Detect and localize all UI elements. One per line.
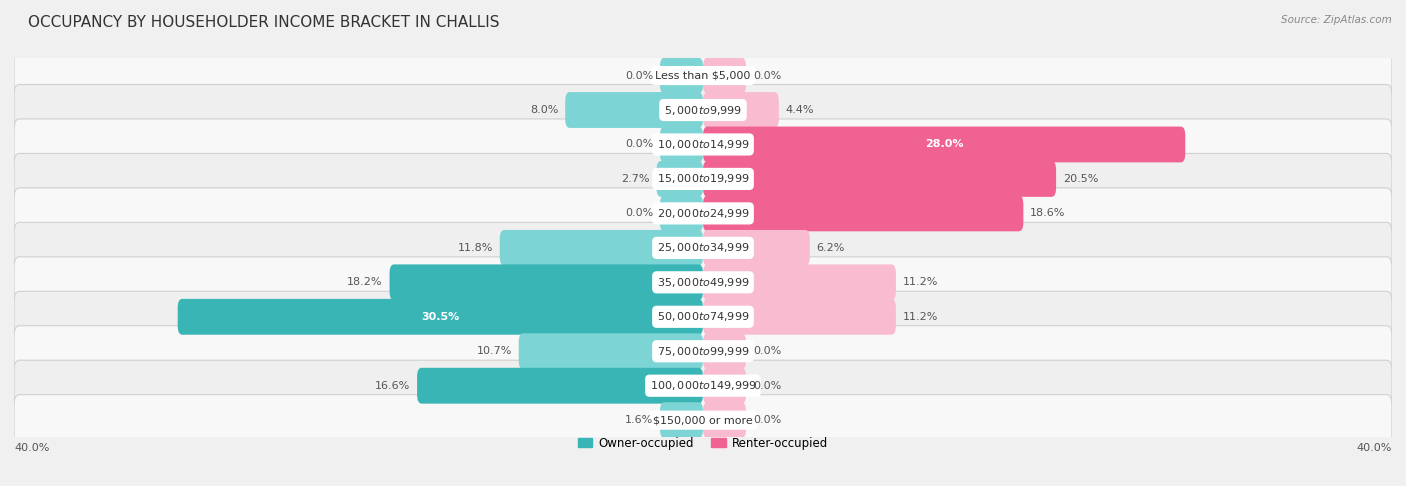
Text: 40.0%: 40.0% bbox=[1357, 443, 1392, 452]
FancyBboxPatch shape bbox=[703, 126, 1185, 162]
FancyBboxPatch shape bbox=[14, 50, 1392, 101]
Text: $5,000 to $9,999: $5,000 to $9,999 bbox=[664, 104, 742, 117]
Text: 16.6%: 16.6% bbox=[375, 381, 411, 391]
Text: $35,000 to $49,999: $35,000 to $49,999 bbox=[657, 276, 749, 289]
Text: 0.0%: 0.0% bbox=[754, 415, 782, 425]
Text: 18.2%: 18.2% bbox=[347, 278, 382, 287]
FancyBboxPatch shape bbox=[565, 92, 703, 128]
FancyBboxPatch shape bbox=[703, 299, 896, 335]
FancyBboxPatch shape bbox=[389, 264, 703, 300]
Text: 4.4%: 4.4% bbox=[786, 105, 814, 115]
FancyBboxPatch shape bbox=[519, 333, 703, 369]
Text: 0.0%: 0.0% bbox=[624, 208, 652, 218]
Text: 1.6%: 1.6% bbox=[624, 415, 652, 425]
Text: Source: ZipAtlas.com: Source: ZipAtlas.com bbox=[1281, 15, 1392, 25]
Text: 0.0%: 0.0% bbox=[754, 381, 782, 391]
Legend: Owner-occupied, Renter-occupied: Owner-occupied, Renter-occupied bbox=[574, 432, 832, 454]
Text: $25,000 to $34,999: $25,000 to $34,999 bbox=[657, 242, 749, 254]
Text: 10.7%: 10.7% bbox=[477, 346, 512, 356]
Text: $50,000 to $74,999: $50,000 to $74,999 bbox=[657, 310, 749, 323]
Text: 0.0%: 0.0% bbox=[754, 346, 782, 356]
FancyBboxPatch shape bbox=[703, 92, 779, 128]
Text: 0.0%: 0.0% bbox=[754, 70, 782, 81]
FancyBboxPatch shape bbox=[703, 58, 747, 93]
Text: 40.0%: 40.0% bbox=[14, 443, 49, 452]
FancyBboxPatch shape bbox=[14, 395, 1392, 446]
FancyBboxPatch shape bbox=[657, 161, 703, 197]
FancyBboxPatch shape bbox=[14, 257, 1392, 308]
Text: 6.2%: 6.2% bbox=[817, 243, 845, 253]
FancyBboxPatch shape bbox=[177, 299, 703, 335]
FancyBboxPatch shape bbox=[703, 402, 747, 438]
FancyBboxPatch shape bbox=[703, 333, 747, 369]
FancyBboxPatch shape bbox=[703, 195, 1024, 231]
Text: OCCUPANCY BY HOUSEHOLDER INCOME BRACKET IN CHALLIS: OCCUPANCY BY HOUSEHOLDER INCOME BRACKET … bbox=[28, 15, 499, 30]
Text: 2.7%: 2.7% bbox=[621, 174, 650, 184]
Text: 8.0%: 8.0% bbox=[530, 105, 558, 115]
FancyBboxPatch shape bbox=[659, 126, 703, 162]
FancyBboxPatch shape bbox=[14, 291, 1392, 342]
Text: 0.0%: 0.0% bbox=[624, 139, 652, 150]
Text: $150,000 or more: $150,000 or more bbox=[654, 415, 752, 425]
FancyBboxPatch shape bbox=[14, 360, 1392, 411]
FancyBboxPatch shape bbox=[14, 85, 1392, 136]
FancyBboxPatch shape bbox=[703, 161, 1056, 197]
FancyBboxPatch shape bbox=[703, 264, 896, 300]
Text: 11.2%: 11.2% bbox=[903, 278, 938, 287]
Text: 18.6%: 18.6% bbox=[1031, 208, 1066, 218]
Text: 11.2%: 11.2% bbox=[903, 312, 938, 322]
FancyBboxPatch shape bbox=[659, 402, 703, 438]
Text: Less than $5,000: Less than $5,000 bbox=[655, 70, 751, 81]
FancyBboxPatch shape bbox=[14, 119, 1392, 170]
Text: 28.0%: 28.0% bbox=[925, 139, 963, 150]
FancyBboxPatch shape bbox=[703, 230, 810, 266]
FancyBboxPatch shape bbox=[14, 326, 1392, 377]
Text: $15,000 to $19,999: $15,000 to $19,999 bbox=[657, 173, 749, 186]
Text: $100,000 to $149,999: $100,000 to $149,999 bbox=[650, 379, 756, 392]
FancyBboxPatch shape bbox=[659, 58, 703, 93]
FancyBboxPatch shape bbox=[14, 154, 1392, 205]
FancyBboxPatch shape bbox=[418, 368, 703, 404]
FancyBboxPatch shape bbox=[14, 223, 1392, 273]
FancyBboxPatch shape bbox=[703, 368, 747, 404]
Text: $10,000 to $14,999: $10,000 to $14,999 bbox=[657, 138, 749, 151]
Text: 30.5%: 30.5% bbox=[422, 312, 460, 322]
Text: 20.5%: 20.5% bbox=[1063, 174, 1098, 184]
FancyBboxPatch shape bbox=[14, 188, 1392, 239]
Text: $75,000 to $99,999: $75,000 to $99,999 bbox=[657, 345, 749, 358]
Text: $20,000 to $24,999: $20,000 to $24,999 bbox=[657, 207, 749, 220]
Text: 11.8%: 11.8% bbox=[457, 243, 494, 253]
FancyBboxPatch shape bbox=[659, 195, 703, 231]
FancyBboxPatch shape bbox=[499, 230, 703, 266]
Text: 0.0%: 0.0% bbox=[624, 70, 652, 81]
